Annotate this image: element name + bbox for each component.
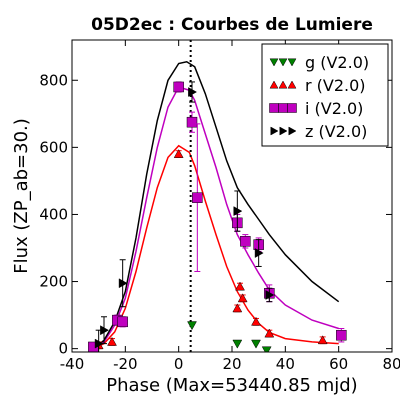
data-point-triangle-right (100, 325, 110, 336)
legend-label: g (V2.0) (305, 53, 369, 72)
legend: g (V2.0) r (V2.0) i (V2.0) z (V2.0) (261, 43, 389, 147)
data-point-triangle-down (232, 339, 243, 349)
model-curve (92, 86, 339, 350)
data-point-triangle-up (278, 80, 288, 89)
x-tick-label: -40 (60, 355, 85, 373)
x-tick-label: 80 (382, 355, 400, 373)
data-point-triangle-right (118, 278, 128, 289)
y-tick-label: 600 (39, 138, 68, 156)
data-point-triangle-right (279, 126, 288, 136)
data-point-square (186, 116, 198, 128)
data-point-triangle-right (288, 126, 297, 136)
data-point-square (240, 236, 251, 247)
data-point-triangle-right (270, 126, 279, 136)
data-point-triangle-down (251, 339, 261, 349)
data-point-triangle-up (107, 336, 117, 346)
data-point-triangle-down (261, 346, 272, 352)
data-point-triangle-up (251, 316, 261, 326)
y-tick-label: 0 (58, 340, 68, 358)
legend-label: i (V2.0) (305, 99, 363, 118)
data-point-triangle-right (254, 248, 264, 258)
model-curve (92, 61, 340, 350)
y-tick-label: 400 (39, 205, 68, 223)
data-point-triangle-right (188, 87, 198, 97)
x-tick-label: 0 (174, 355, 184, 373)
data-point-triangle-right (265, 290, 275, 300)
data-point-triangle-down (187, 321, 197, 331)
data-point-square (287, 103, 297, 113)
data-point-triangle-up (232, 303, 243, 313)
data-point-triangle-up (269, 80, 279, 89)
x-tick-label: 20 (222, 355, 241, 373)
data-point-square (117, 316, 128, 328)
data-point-triangle-down (269, 58, 279, 67)
x-axis-label: Phase (Max=53440.85 mjd) (106, 375, 357, 396)
data-point-triangle-up (235, 281, 245, 291)
data-point-triangle-right (94, 338, 104, 349)
y-tick-label: 200 (39, 273, 68, 291)
data-point-square (192, 192, 203, 203)
data-point-triangle-up (264, 328, 275, 338)
plot-marks (88, 40, 347, 352)
model-curve (92, 144, 339, 350)
data-point-triangle-right (233, 206, 243, 217)
x-tick-label: 60 (329, 355, 348, 373)
x-tick-label: 40 (276, 355, 295, 373)
data-point-square (269, 103, 279, 113)
chart-title: 05D2ec : Courbes de Lumiere (91, 15, 373, 35)
legend-label: z (V2.0) (305, 122, 367, 141)
data-point-triangle-up (237, 293, 248, 303)
data-point-square (173, 81, 184, 93)
data-point-square (278, 103, 288, 113)
y-axis-label: Flux (ZP_ab=30.) (11, 118, 32, 274)
legend-label: r (V2.0) (305, 76, 366, 95)
data-point-triangle-down (287, 58, 297, 67)
y-tick-label: 800 (39, 71, 68, 89)
data-point-triangle-up (173, 149, 184, 158)
data-point-triangle-down (278, 58, 288, 67)
data-point-triangle-up (317, 335, 328, 345)
x-tick-label: -20 (113, 355, 138, 373)
plot-area (88, 40, 347, 352)
data-point-triangle-up (287, 80, 297, 89)
data-point-square (336, 329, 347, 341)
